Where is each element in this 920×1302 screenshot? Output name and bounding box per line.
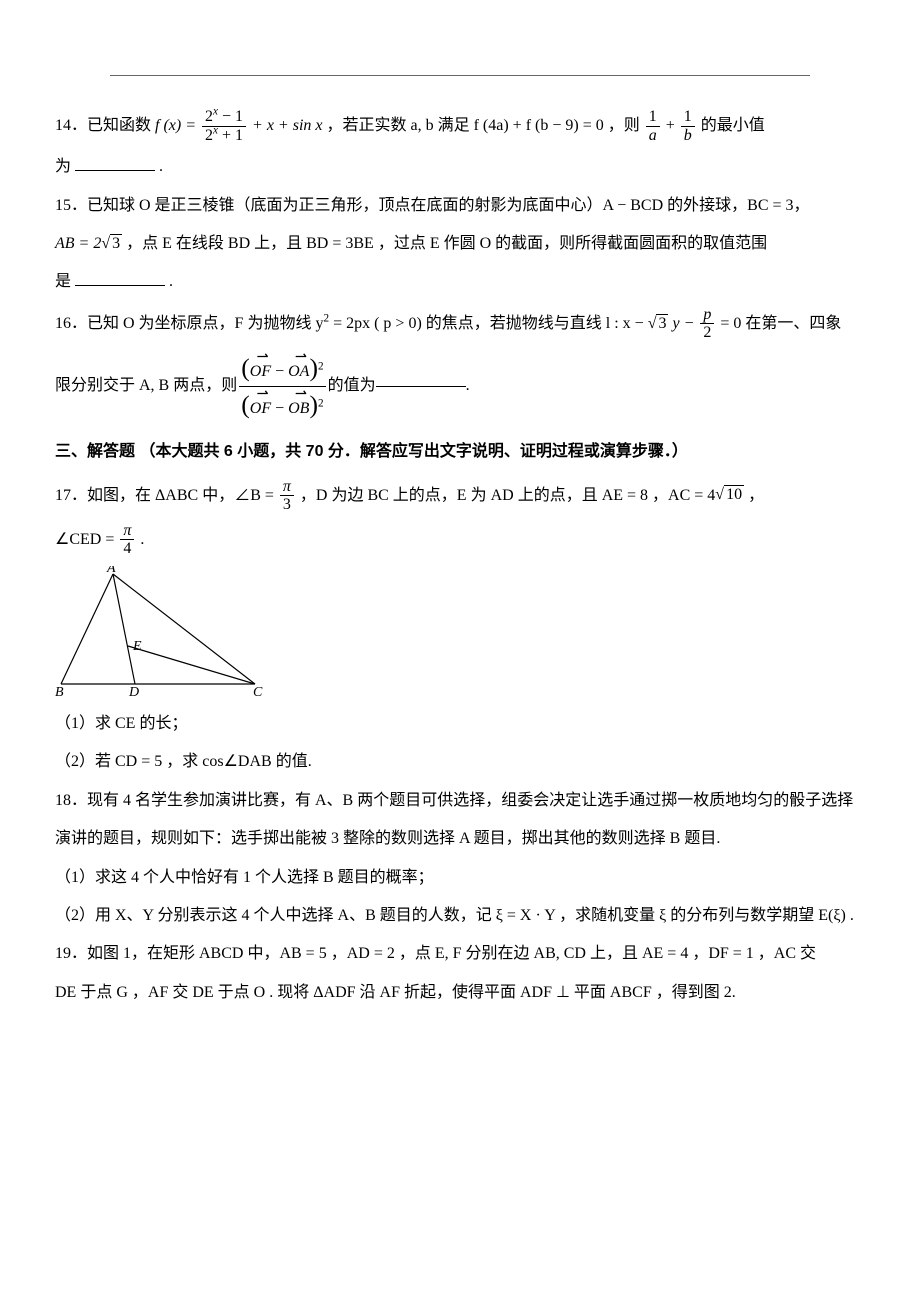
q15-l2b: ，点 E 在线段 BD 上，且 BD = 3BE ，过点 E 作圆 O 的截面，… xyxy=(126,235,767,252)
svg-text:C: C xyxy=(253,685,263,700)
q17-line2: ∠CED = π 4 . xyxy=(55,522,865,558)
q17-rad: 10 xyxy=(724,485,744,503)
q16-l2a: 限分别交于 A, B 两点，则 xyxy=(55,371,237,401)
q14-rhs-frac2: 1 b xyxy=(681,108,695,144)
q15-line3: 是 . xyxy=(55,267,865,297)
q16-l1c: y − xyxy=(672,315,698,332)
q14-pre: 14．已知函数 xyxy=(55,117,155,134)
q17-l2a: ∠CED = xyxy=(55,531,118,548)
q17-sub1: （1）求 CE 的长； xyxy=(55,709,865,739)
q17-fd2: 4 xyxy=(120,539,134,558)
q17-angleB-frac: π 3 xyxy=(280,478,294,514)
q16-rad: 3 xyxy=(656,314,668,332)
q17-figure: A B C D E xyxy=(55,566,865,701)
q14-r2n: 1 xyxy=(681,108,695,126)
q14-line1: 14．已知函数 f (x) = 2x − 1 2x + 1 + x + sin … xyxy=(55,108,865,144)
q14-line2: 为 . xyxy=(55,152,865,182)
section-3-title: 三、解答题 （本大题共 6 小题，共 70 分．解答应写出文字说明、证明过程或演… xyxy=(55,437,865,467)
q16-l1d: = 0 在第一、四象 xyxy=(720,315,841,332)
q16-vna: OF xyxy=(250,363,271,381)
q15-l3-post: . xyxy=(169,273,173,290)
q17-l1c: ， xyxy=(748,486,764,503)
q14-lhs-frac: 2x − 1 2x + 1 xyxy=(202,108,246,144)
q17-sqrt: √10 xyxy=(715,480,744,510)
svg-text:A: A xyxy=(106,566,116,576)
q16-p2-frac: p 2 xyxy=(700,306,714,342)
q16-nexp: 2 xyxy=(318,361,324,373)
q15-sqrt: √3 xyxy=(101,229,122,259)
q18-sub1: （1）求这 4 个人中恰好有 1 个人选择 B 题目的概率； xyxy=(55,863,865,893)
q14-num-base: 2 xyxy=(205,108,213,125)
q17-fn: π xyxy=(280,478,294,496)
q14-r1d: a xyxy=(646,126,660,145)
q17-ced-frac: π 4 xyxy=(120,522,134,558)
q14-tail2: 的最小值 xyxy=(701,117,765,134)
q17-sub2: （2）若 CD = 5 ，求 cos∠DAB 的值. xyxy=(55,747,865,777)
q14-r1n: 1 xyxy=(646,108,660,126)
q14-mid: ，若正实数 a, b 满足 f (4a) + f (b − 9) = 0 ，则 xyxy=(326,117,643,134)
q14-den-tail: + 1 xyxy=(218,127,243,144)
q16-l2b: 的值为 xyxy=(328,371,376,401)
q14-l2-post: . xyxy=(159,158,163,175)
q17-l1a: 17．如图，在 ΔABC 中，∠B = xyxy=(55,486,278,503)
q18-sub2: （2）用 X、Y 分别表示这 4 个人中选择 A、B 题目的人数，记 ξ = X… xyxy=(55,901,865,931)
q18-line1: 18．现有 4 名学生参加演讲比赛，有 A、B 两个题目可供选择，组委会决定让选… xyxy=(55,786,865,816)
q16-fd: 2 xyxy=(700,323,714,342)
q15-l2a: AB = 2 xyxy=(55,235,101,252)
q14-blank xyxy=(75,170,155,171)
page-content: 14．已知函数 f (x) = 2x − 1 2x + 1 + x + sin … xyxy=(55,70,865,1008)
q16-line1: 16．已知 O 为坐标原点，F 为抛物线 y2 = 2px ( p > 0) 的… xyxy=(55,306,865,342)
q14-num-tail: − 1 xyxy=(218,108,243,125)
q16-line2: 限分别交于 A, B 两点，则 (OF − OA)2 (OF − OB)2 的值… xyxy=(55,350,865,423)
q18-line2: 演讲的题目，规则如下：选手掷出能被 3 整除的数则选择 A 题目，掷出其他的数则… xyxy=(55,824,865,854)
q14-den-base: 2 xyxy=(205,127,213,144)
q15-blank xyxy=(75,285,165,286)
q16-fn: p xyxy=(700,306,714,324)
q15-l3-pre: 是 xyxy=(55,273,71,290)
q16-l1b: = 2px ( p > 0) 的焦点，若抛物线与直线 l : x − xyxy=(333,315,648,332)
q16-vda: OF xyxy=(250,400,271,418)
q19-line1: 19．如图 1，在矩形 ABCD 中，AB = 5 ，AD = 2 ，点 E, … xyxy=(55,939,865,969)
q17-fd: 3 xyxy=(280,495,294,514)
q17-line1: 17．如图，在 ΔABC 中，∠B = π 3 ，D 为边 BC 上的点，E 为… xyxy=(55,478,865,514)
svg-text:D: D xyxy=(128,685,139,700)
svg-text:E: E xyxy=(132,639,142,654)
q17-l2b: . xyxy=(140,531,144,548)
q17-fn2: π xyxy=(120,522,134,540)
q14-func-label: f (x) = xyxy=(155,117,200,134)
q16-l2c: . xyxy=(466,371,470,401)
q17-l1b: ，D 为边 BC 上的点，E 为 AD 上的点，且 AE = 8 ，AC = 4 xyxy=(300,486,715,503)
q16-vnb: OA xyxy=(288,363,309,381)
q16-sqrt: √3 xyxy=(648,309,669,339)
q15-line2: AB = 2√3 ，点 E 在线段 BD 上，且 BD = 3BE ，过点 E … xyxy=(55,229,865,259)
q14-plus: + xyxy=(666,117,679,134)
q16-exp: 2 xyxy=(323,312,329,324)
q14-rhs-frac1: 1 a xyxy=(646,108,660,144)
q15-line1: 15．已知球 O 是正三棱锥（底面为正三角形，顶点在底面的射影为底面中心）A −… xyxy=(55,191,865,221)
header-rule xyxy=(110,75,810,76)
q14-tail1: + x + sin x xyxy=(252,117,322,134)
svg-text:B: B xyxy=(55,685,64,700)
q14-l2-pre: 为 xyxy=(55,158,71,175)
triangle-diagram: A B C D E xyxy=(55,566,265,701)
q19-line2: DE 于点 G ，AF 交 DE 于点 O . 现将 ΔADF 沿 AF 折起，… xyxy=(55,978,865,1008)
q16-blank xyxy=(376,386,466,387)
q16-vec-frac: (OF − OA)2 (OF − OB)2 xyxy=(237,350,327,423)
q16-l1a: 16．已知 O 为坐标原点，F 为抛物线 y xyxy=(55,315,323,332)
q16-dexp: 2 xyxy=(318,398,324,410)
q14-r2d: b xyxy=(681,126,695,145)
q15-rad: 3 xyxy=(110,234,122,252)
q16-vdb: OB xyxy=(288,400,309,418)
